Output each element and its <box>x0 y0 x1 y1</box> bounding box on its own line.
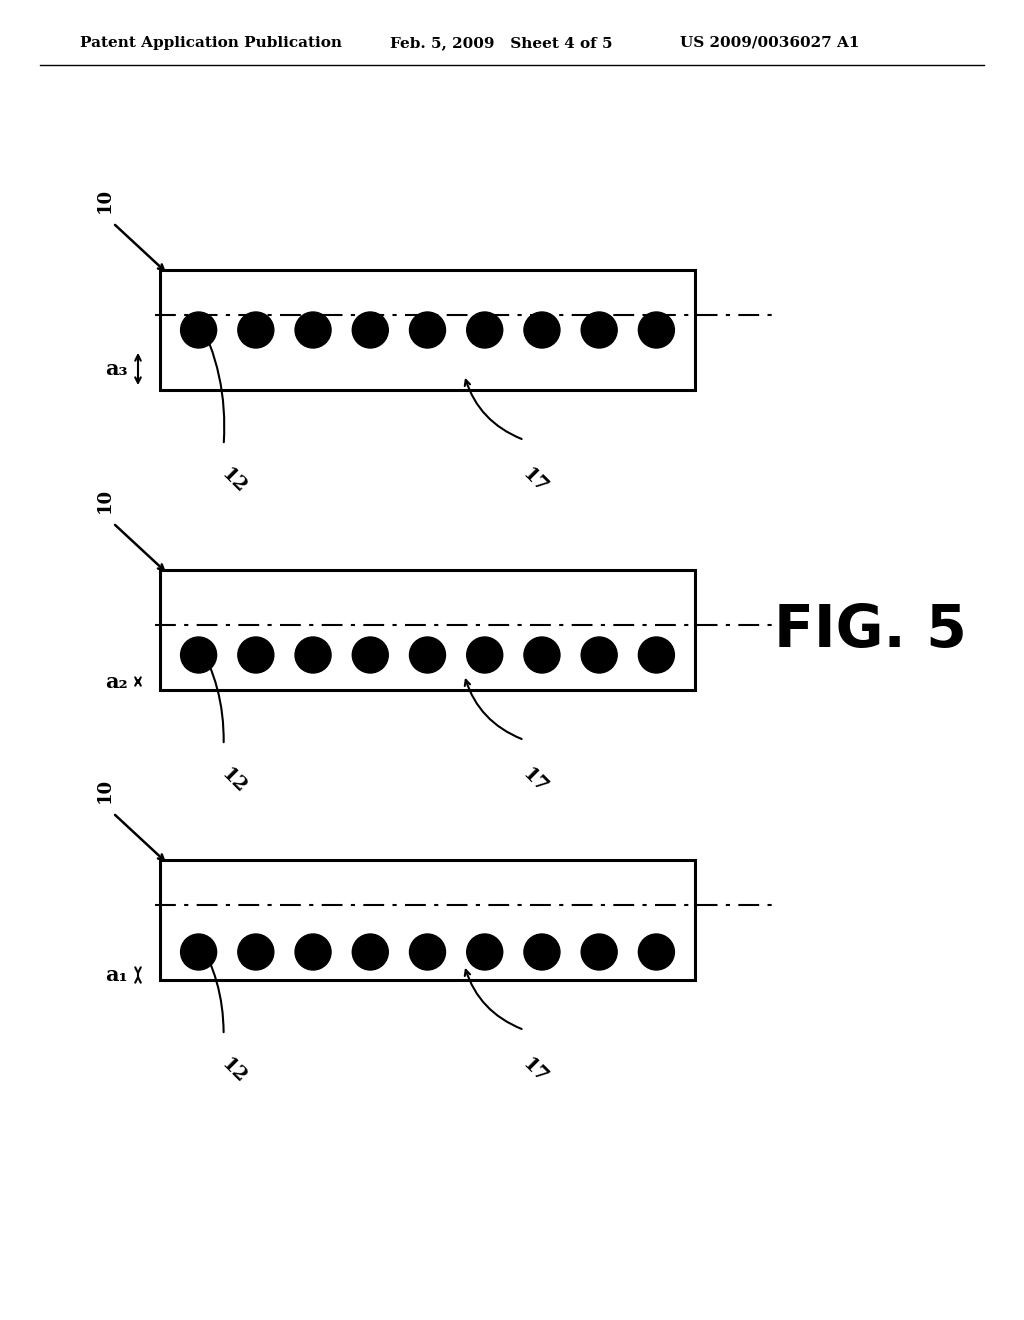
Circle shape <box>410 935 445 970</box>
Circle shape <box>180 312 217 348</box>
Circle shape <box>180 638 217 673</box>
Text: 12: 12 <box>218 465 250 498</box>
Text: a₁: a₁ <box>105 965 128 985</box>
Circle shape <box>238 638 273 673</box>
Circle shape <box>467 935 503 970</box>
Text: 10: 10 <box>96 777 114 803</box>
Circle shape <box>582 935 617 970</box>
Circle shape <box>524 638 560 673</box>
Text: 12: 12 <box>218 1055 250 1086</box>
Circle shape <box>524 312 560 348</box>
Circle shape <box>295 312 331 348</box>
Text: 10: 10 <box>96 488 114 513</box>
Circle shape <box>410 312 445 348</box>
Text: FIG. 5: FIG. 5 <box>773 602 967 659</box>
Text: 12: 12 <box>218 766 250 797</box>
Circle shape <box>352 638 388 673</box>
Circle shape <box>295 638 331 673</box>
Circle shape <box>238 312 273 348</box>
Text: 17: 17 <box>518 465 550 498</box>
Circle shape <box>238 935 273 970</box>
Text: a₂: a₂ <box>105 672 128 692</box>
Circle shape <box>582 312 617 348</box>
Circle shape <box>582 638 617 673</box>
Circle shape <box>352 312 388 348</box>
Text: Feb. 5, 2009   Sheet 4 of 5: Feb. 5, 2009 Sheet 4 of 5 <box>390 36 612 50</box>
Bar <box>160 861 695 979</box>
Text: a₃: a₃ <box>105 359 128 379</box>
Circle shape <box>638 312 675 348</box>
Circle shape <box>352 935 388 970</box>
Circle shape <box>638 638 675 673</box>
Circle shape <box>524 935 560 970</box>
Circle shape <box>180 935 217 970</box>
Circle shape <box>410 638 445 673</box>
Text: 17: 17 <box>518 1055 550 1086</box>
Bar <box>160 570 695 690</box>
Circle shape <box>638 935 675 970</box>
Bar <box>160 271 695 389</box>
Circle shape <box>467 312 503 348</box>
Text: US 2009/0036027 A1: US 2009/0036027 A1 <box>680 36 859 50</box>
Text: 17: 17 <box>518 766 550 797</box>
Text: Patent Application Publication: Patent Application Publication <box>80 36 342 50</box>
Text: 10: 10 <box>96 187 114 213</box>
Circle shape <box>295 935 331 970</box>
Circle shape <box>467 638 503 673</box>
